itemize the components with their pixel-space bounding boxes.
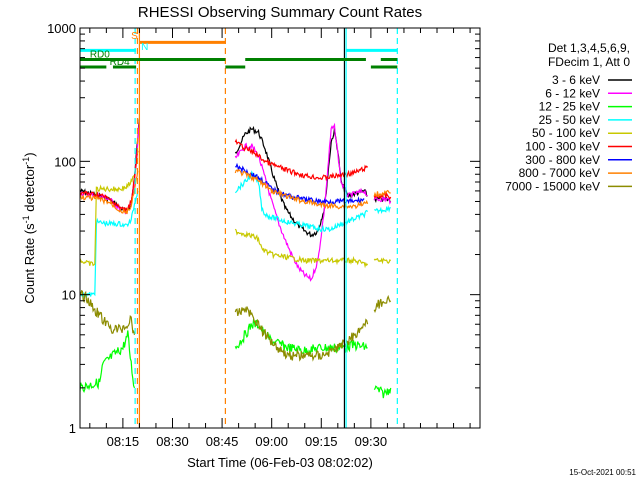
y-label-part-3: detector [22,164,37,215]
series-50-100-kev-segment-1 [80,175,135,267]
series-12-25-kev-segment-1 [80,330,136,394]
x-axis: 08:15 08:30 08:45 09:00 09:15 09:30 [89,28,471,449]
legend-label-6-12-kev: 6 - 12 keV [545,86,600,100]
series-800-7000-kev-segment-3 [373,189,391,198]
legend-label-12-25-kev: 12 - 25 keV [539,100,600,114]
legend-label-25-50-kev: 25 - 50 keV [539,113,600,127]
y-label-part-1: Count Rate (s [22,223,37,304]
chart-title: RHESSI Observing Summary Count Rates [138,4,422,21]
flag-label-rd4: RD4 [110,57,130,68]
series-7000-15000-kev-segment-2 [234,306,369,362]
series-6-12-kev-segment-3 [373,195,392,205]
y-tick-label: 100 [54,154,76,169]
plot-frame [79,27,481,429]
series-12-25-kev-segment-3 [373,385,392,399]
y-tick-label: 1000 [47,21,76,36]
series-300-800-kev-segment-1 [235,162,365,206]
y-label-part-2: -1 [21,215,31,223]
series-25-50-kev-segment-3 [374,205,391,215]
series-800-7000-kev-segment-1 [80,170,139,215]
y-axis: 1 10 100 1000 [47,21,480,436]
flag-label-s: S [131,31,138,42]
y-tick-label: 1 [69,421,76,436]
series-12-25-kev-segment-2 [234,318,368,357]
x-tick-label: 08:45 [206,434,239,449]
legend-header-line-2: FDecim 1, Att 0 [548,55,630,69]
series-50-100-kev-segment-3 [373,257,392,265]
legend-label-7000-15000-kev: 7000 - 15000 keV [505,179,600,193]
legend-label-300-800-kev: 300 - 800 keV [525,153,600,167]
series-7000-15000-kev-segment-3 [373,294,392,314]
x-tick-label: 08:15 [107,434,140,449]
legend-label-800-7000-kev: 800 - 7000 keV [519,166,600,180]
series-25-50-kev-segment-1 [80,190,139,298]
series-100-300-kev-segment-2 [234,138,369,182]
y-label-part-4: -1 [21,157,31,165]
x-tick-label: 09:00 [255,434,288,449]
series-6-12-kev-segment-2 [234,122,368,282]
y-axis-label: Count Rate (s-1 detector-1) [21,152,37,303]
legend-label-100-300-kev: 100 - 300 keV [525,140,600,154]
flag-label-n: N [141,42,148,53]
legend-label-50-100-kev: 50 - 100 keV [532,126,600,140]
x-axis-label: Start Time (06-Feb-03 08:02:02) [187,455,373,470]
series-7000-15000-kev-segment-1 [80,289,136,335]
footer-timestamp: 15-Oct-2021 00:51 [569,468,636,477]
y-tick-label: 10 [62,288,76,303]
x-tick-label: 08:30 [156,434,189,449]
x-tick-label: 09:30 [355,434,388,449]
legend-label-3-6-kev: 3 - 6 keV [552,73,600,87]
series-50-100-kev-segment-2 [234,228,369,269]
legend: Det 1,3,4,5,6,9, FDecim 1, Att 0 3 - 6 k… [505,41,632,193]
flag-label-rd0: RD0 [90,50,110,61]
legend-header-line-1: Det 1,3,4,5,6,9, [548,41,630,55]
y-label-part-5: ) [22,152,37,156]
x-tick-label: 09:15 [305,434,338,449]
series-300-800-kev [235,162,365,206]
